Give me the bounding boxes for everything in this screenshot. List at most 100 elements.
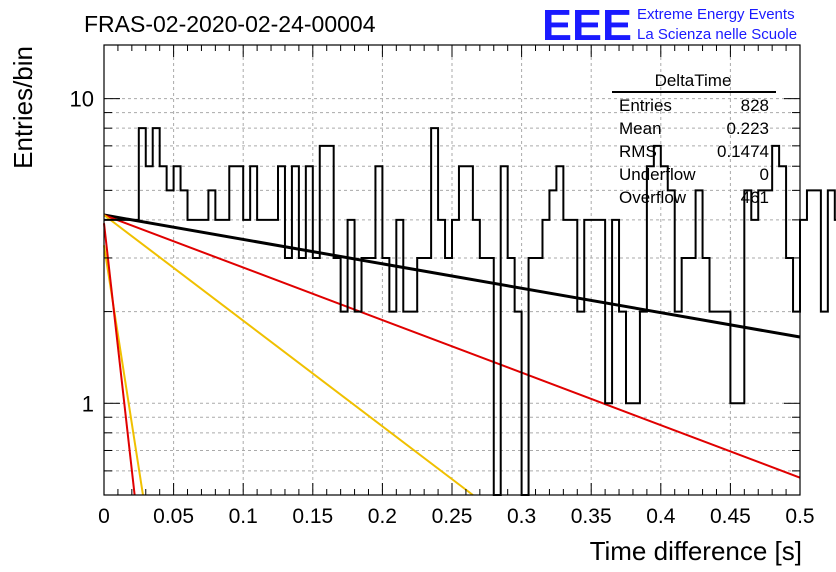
histogram-bin bbox=[445, 258, 452, 495]
histogram-bin bbox=[417, 258, 424, 495]
fit-line-3 bbox=[103, 214, 474, 496]
histogram-bin bbox=[730, 403, 737, 495]
histogram-bin bbox=[306, 166, 313, 495]
histogram-bin bbox=[285, 258, 292, 495]
chart-title: FRAS-02-2020-02-24-00004 bbox=[84, 11, 376, 37]
histogram-bin bbox=[181, 190, 188, 495]
histogram-bin bbox=[675, 312, 682, 495]
histogram-bin bbox=[647, 166, 654, 495]
histogram-bin bbox=[668, 190, 675, 495]
fit-lines bbox=[103, 213, 801, 496]
logo-mark: EEE bbox=[542, 1, 632, 50]
histogram-bin bbox=[382, 258, 389, 495]
histogram-bin bbox=[362, 258, 369, 495]
histogram-bin bbox=[633, 403, 640, 495]
histogram-bin bbox=[111, 220, 118, 495]
histogram-bin bbox=[146, 166, 153, 495]
stats-value: 828 bbox=[741, 96, 769, 115]
histogram-bin bbox=[487, 258, 494, 495]
stats-label: Underflow bbox=[619, 165, 696, 184]
histogram-bin bbox=[570, 220, 577, 495]
histogram-bin bbox=[355, 312, 362, 495]
histogram-bin bbox=[751, 220, 758, 495]
histogram-bin bbox=[536, 258, 543, 495]
histogram-bin bbox=[577, 312, 584, 495]
histogram-bin bbox=[194, 220, 201, 495]
histogram-bin bbox=[703, 258, 710, 495]
histogram-bin bbox=[292, 166, 299, 495]
x-axis-label: Time difference [s] bbox=[590, 536, 802, 566]
y-tick-label: 1 bbox=[82, 391, 94, 416]
histogram-bin bbox=[368, 258, 375, 495]
histogram-bin bbox=[431, 128, 438, 495]
histogram-bin bbox=[188, 220, 195, 495]
stats-rows: Entries 828 Mean 0.223 RMS 0.1474 Underflow 0 Ov… bbox=[619, 96, 769, 207]
stats-value: 0 bbox=[760, 165, 769, 184]
histogram-bin bbox=[125, 220, 132, 495]
histogram-bin bbox=[807, 190, 814, 495]
stats-label: Entries bbox=[619, 96, 672, 115]
histogram-bin bbox=[215, 220, 222, 495]
histogram-bin bbox=[612, 220, 619, 495]
histogram-outline bbox=[104, 127, 836, 496]
x-tick-label: 0.4 bbox=[646, 505, 676, 528]
histogram-bin bbox=[236, 166, 243, 495]
histogram-bin bbox=[563, 220, 570, 495]
eee-logo: EEE Extreme Energy Events La Scienza nel… bbox=[542, 1, 797, 50]
histogram-bin bbox=[786, 258, 793, 495]
x-tick-label: 0.3 bbox=[507, 505, 536, 528]
histogram-bin bbox=[132, 220, 139, 495]
histogram-bin bbox=[201, 220, 208, 495]
histogram-bin bbox=[264, 220, 271, 495]
axis-ticks bbox=[103, 45, 801, 495]
x-tick-label: 0.5 bbox=[785, 505, 814, 528]
histogram-bin bbox=[501, 166, 508, 495]
histogram-bin bbox=[640, 312, 647, 495]
histogram-bin bbox=[438, 220, 445, 495]
histogram-bin bbox=[396, 220, 403, 495]
histogram-bin bbox=[744, 190, 751, 495]
x-tick-label: 0.35 bbox=[571, 505, 612, 528]
histogram-bin bbox=[619, 312, 626, 495]
stats-label: Mean bbox=[619, 119, 662, 138]
histogram-bin bbox=[403, 312, 410, 495]
stats-value: 0.223 bbox=[726, 119, 769, 138]
x-tick-label: 0 bbox=[98, 505, 110, 528]
histogram-bin bbox=[257, 220, 264, 495]
histogram-bin bbox=[271, 220, 278, 495]
histogram-bin bbox=[375, 166, 382, 495]
histogram-bin bbox=[765, 190, 772, 495]
logo-line1: Extreme Energy Events bbox=[637, 6, 795, 23]
histogram-bin bbox=[118, 220, 125, 495]
histogram-bin bbox=[313, 258, 320, 495]
histogram-bin bbox=[480, 258, 487, 495]
stats-box: DeltaTime Entries 828 Mean 0.223 RMS 0.1474 Un… bbox=[612, 71, 776, 207]
stats-label: RMS bbox=[619, 142, 657, 161]
y-axis-label: Entries/bin bbox=[8, 46, 38, 169]
histogram-bin bbox=[515, 312, 522, 495]
histogram-bin bbox=[800, 220, 807, 495]
histogram-bin bbox=[542, 220, 549, 495]
histogram-bin bbox=[327, 146, 334, 495]
fit-line-1 bbox=[103, 213, 801, 339]
histogram-bin bbox=[814, 190, 821, 495]
histogram-bin bbox=[661, 166, 668, 495]
histogram-bin bbox=[452, 220, 459, 495]
histogram-bin bbox=[605, 403, 612, 495]
x-tick-label: 0.2 bbox=[368, 505, 397, 528]
histogram-bin bbox=[389, 312, 396, 495]
x-tick-label: 0.1 bbox=[229, 505, 258, 528]
histogram-bin bbox=[341, 312, 348, 495]
histogram-bin bbox=[737, 403, 744, 495]
stats-value: 461 bbox=[741, 188, 769, 207]
histogram-bin bbox=[424, 258, 431, 495]
histogram-bin bbox=[549, 190, 556, 495]
x-tick-label: 0.45 bbox=[710, 505, 751, 528]
histogram-bin bbox=[410, 312, 417, 495]
histogram-bin bbox=[626, 403, 633, 495]
histogram-bin bbox=[529, 258, 536, 495]
x-tick-label: 0.05 bbox=[153, 505, 194, 528]
y-tick-labels: 1 10 bbox=[70, 87, 94, 417]
histogram-bin bbox=[208, 190, 215, 495]
